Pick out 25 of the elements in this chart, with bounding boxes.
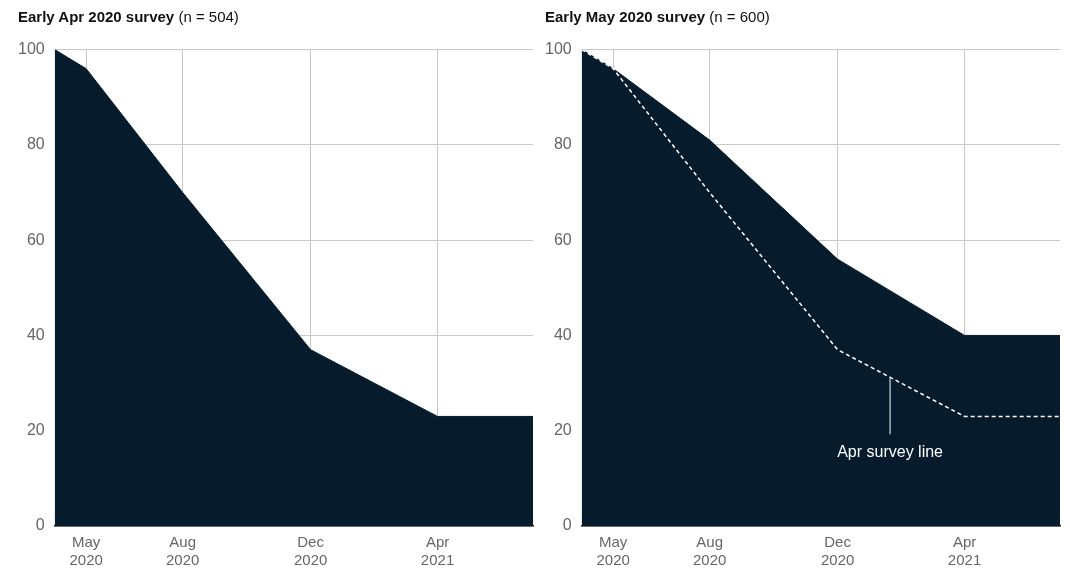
x-tick-label: Apr 2021 — [947, 533, 982, 569]
y-tick-label: 0 — [562, 516, 572, 534]
y-tick-label: 0 — [35, 516, 45, 534]
x-tick-label: Dec 2020 — [820, 533, 855, 569]
chart-subtitle: (n = 504) — [178, 8, 239, 25]
x-tick-label: Aug 2020 — [692, 533, 727, 569]
x-tick-label: May 2020 — [69, 533, 103, 569]
x-tick-label: Aug 2020 — [165, 533, 200, 569]
y-tick-label: 20 — [553, 421, 572, 439]
chart-title: Early May 2020 survey — [545, 8, 706, 25]
y-tick-label: 40 — [26, 325, 45, 343]
annotation: Apr survey line — [837, 442, 944, 460]
chart-title: Early Apr 2020 survey — [18, 8, 175, 25]
x-tick-label: Apr 2021 — [420, 533, 455, 569]
y-tick-label: 60 — [553, 230, 572, 248]
y-tick-label: 80 — [26, 135, 45, 153]
chart-subtitle: (n = 600) — [709, 8, 770, 25]
x-tick-label: May 2020 — [596, 533, 630, 569]
y-tick-label: 60 — [26, 230, 45, 248]
y-tick-label: 100 — [17, 40, 45, 58]
y-tick-label: 80 — [553, 135, 572, 153]
x-tick-label: Dec 2020 — [293, 533, 328, 569]
y-tick-label: 20 — [26, 421, 45, 439]
y-tick-label: 40 — [553, 325, 572, 343]
y-tick-label: 100 — [544, 40, 572, 58]
